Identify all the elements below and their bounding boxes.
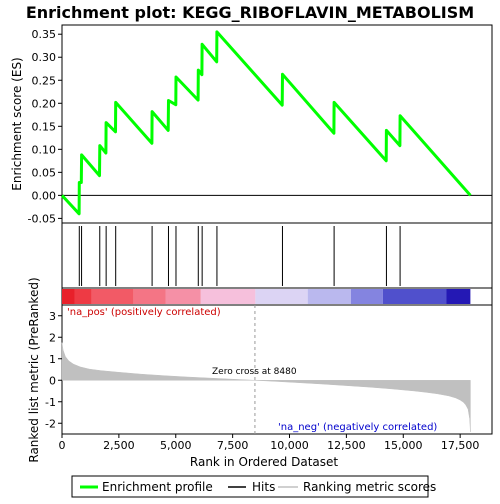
x-tick-label: 15,000	[384, 439, 423, 452]
metric-y-tick-label: -1	[45, 396, 56, 409]
es-y-tick-label: 0.15	[32, 120, 57, 133]
heatmap-segment	[200, 289, 256, 304]
es-y-tick-label: 0.35	[32, 28, 57, 41]
metric-y-tick-label: 3	[49, 310, 56, 323]
legend-box	[71, 475, 429, 498]
heatmap-segment	[74, 289, 92, 304]
metric-y-tick-label: 1	[49, 353, 56, 366]
zero-cross-label: Zero cross at 8480	[212, 367, 297, 377]
axes-layer: 0.35 0.30 0.25 0.20 0.15 0.10 0.05 0.00 -0.05 3 2 1…	[28, 28, 480, 452]
x-tick-label: 12,500	[327, 439, 366, 452]
ranking-metric-area	[61, 342, 471, 432]
heatmap-layer	[62, 289, 471, 304]
es-y-tick-label: -0.05	[28, 212, 56, 225]
metric-y-axis-label: Ranked list metric (PreRanked)	[27, 277, 41, 462]
x-tick-label: 0	[59, 439, 66, 452]
x-tick-label: 10,000	[270, 439, 309, 452]
metric-y-tick-label: -2	[45, 417, 56, 430]
es-y-tick-label: 0.25	[32, 74, 57, 87]
legend-hits-label: Hits	[252, 480, 275, 494]
es-y-axis-label: Enrichment score (ES)	[10, 57, 24, 190]
heatmap-segment	[255, 289, 308, 304]
es-y-tick-label: 0.05	[32, 166, 57, 179]
metric-y-tick-label: 0	[49, 374, 56, 387]
heatmap-segment	[133, 289, 166, 304]
x-tick-label: 7,500	[217, 439, 249, 452]
heatmap-segment	[165, 289, 201, 304]
enrichment-profile-line	[60, 30, 472, 216]
heatmap-segment	[91, 289, 134, 304]
x-tick-label: 5,000	[160, 439, 192, 452]
heatmap-segment	[382, 289, 447, 304]
x-tick-label: 2,500	[103, 439, 135, 452]
es-panel-frame	[61, 24, 493, 224]
legend-enrichment-label: Enrichment profile	[102, 480, 213, 494]
es-y-tick-label: 0.10	[32, 143, 57, 156]
es-y-tick-label: 0.20	[32, 97, 57, 110]
x-tick-label: 17,500	[441, 439, 480, 452]
metric-layer	[61, 305, 471, 434]
na-pos-label: 'na_pos' (positively correlated)	[67, 307, 221, 318]
chart-title: Enrichment plot: KEGG_RIBOFLAVIN_METABOL…	[26, 3, 474, 22]
heatmap-segment	[307, 289, 351, 304]
metric-y-tick-label: 2	[49, 331, 56, 344]
na-neg-label: 'na_neg' (negatively correlated)	[278, 422, 437, 433]
x-axis-label: Rank in Ordered Dataset	[190, 455, 338, 469]
hits-layer	[78, 226, 401, 286]
heatmap-segment	[350, 289, 383, 304]
es-layer	[60, 30, 492, 216]
heatmap-segment	[62, 289, 75, 304]
hits-panel-frame	[61, 222, 493, 289]
heatmap-segment	[446, 289, 471, 304]
legend-metric-label: Ranking metric scores	[303, 480, 436, 494]
es-y-tick-label: 0.30	[32, 51, 57, 64]
es-y-tick-label: 0.00	[32, 189, 57, 202]
metric-panel-frame	[61, 304, 493, 435]
